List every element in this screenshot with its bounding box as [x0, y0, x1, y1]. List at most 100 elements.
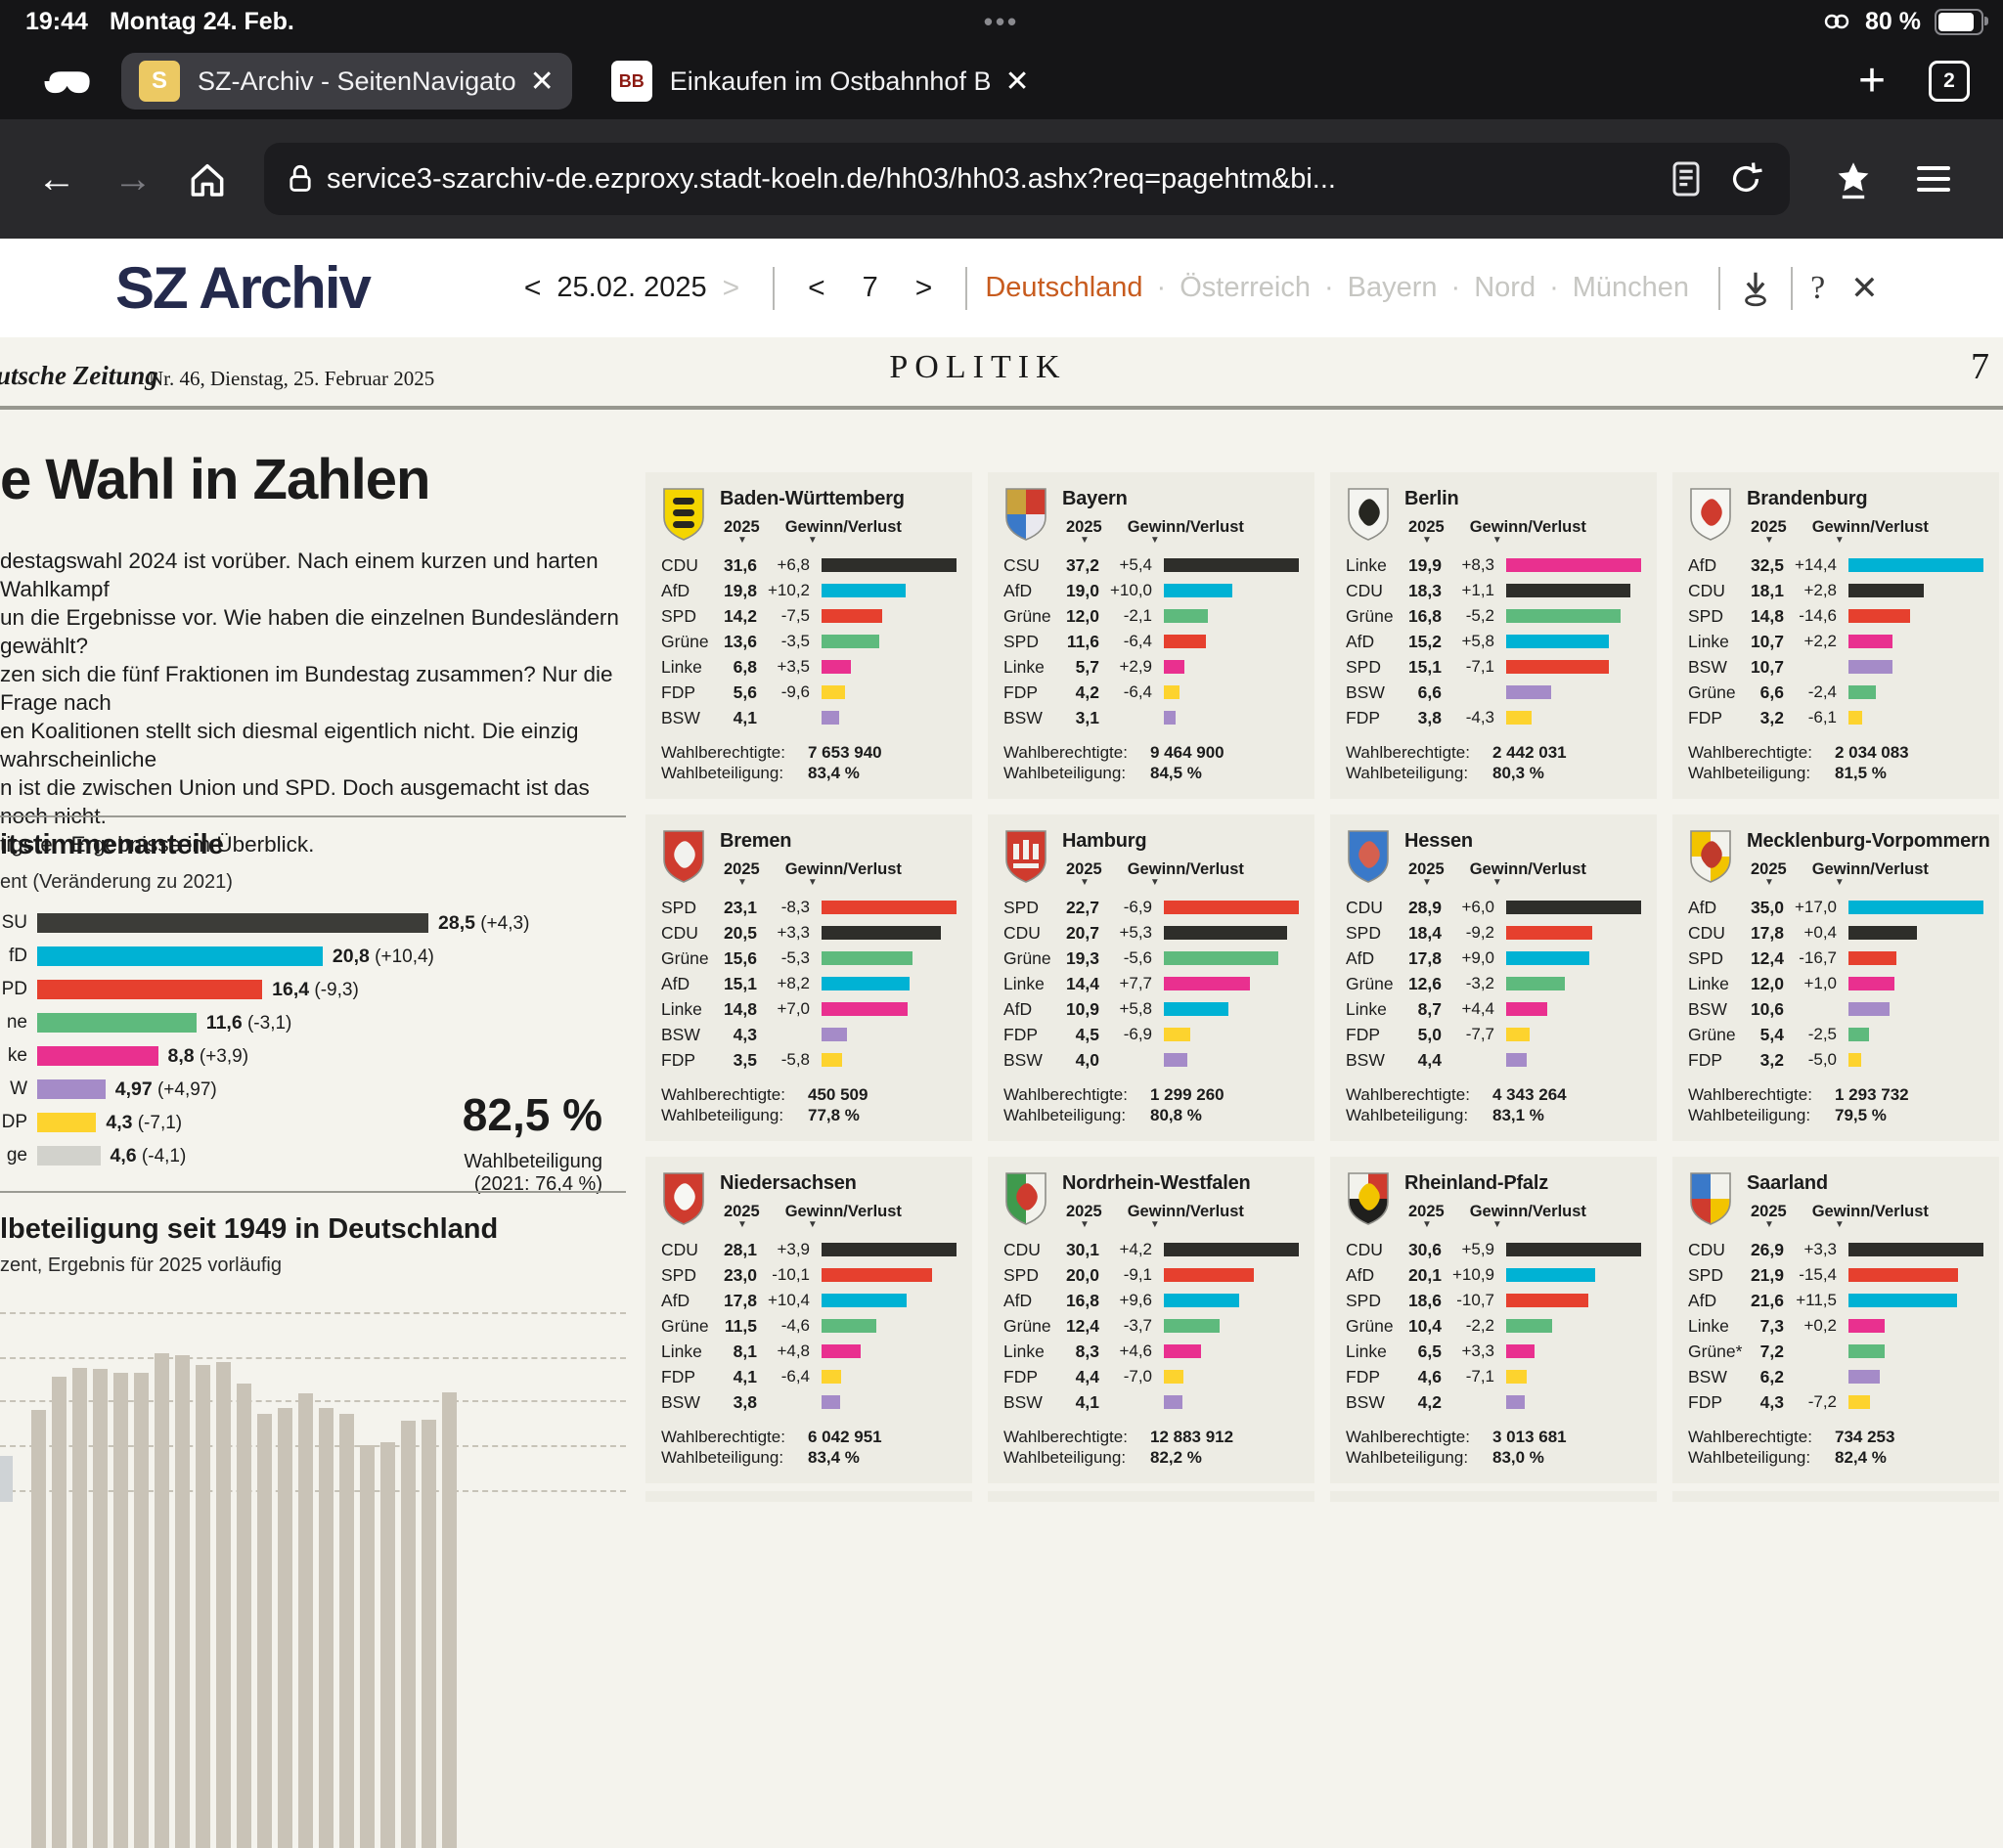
party-bar [822, 660, 851, 674]
caret-down-icon: ▼ [1491, 877, 1502, 888]
edition-oesterreich[interactable]: Österreich [1180, 272, 1311, 303]
next-date-button[interactable]: > [722, 271, 740, 304]
party-row: CDU 18,1 +2,8 [1688, 578, 1983, 603]
edition-muenchen[interactable]: München [1572, 272, 1690, 303]
prev-date-button[interactable]: < [523, 271, 542, 304]
party-bar-track [1506, 951, 1641, 965]
reader-mode-icon[interactable] [1670, 159, 1702, 198]
party-label: BSW [1346, 1391, 1385, 1412]
party-bar [1848, 951, 1896, 965]
state-name: Nordrhein-Westfalen [1062, 1172, 1251, 1194]
party-row: AfD 15,2 +5,8 [1346, 629, 1641, 654]
chart1-bar-value: 28,5 (+4,3) [438, 911, 530, 934]
party-value: 4,2 [1075, 682, 1099, 702]
party-bar [1848, 977, 1895, 990]
menu-icon[interactable] [1917, 166, 1950, 192]
party-bar-track [1848, 1243, 1983, 1256]
chart1-bar-row: DP 4,3 (-7,1) [0, 1106, 626, 1139]
prev-page-button[interactable]: < [808, 271, 825, 304]
tab-count-button[interactable]: 2 [1929, 61, 1970, 102]
coat-of-arms [1688, 828, 1733, 887]
tab-sz-archiv[interactable]: S SZ-Archiv - SeitenNavigato ✕ [121, 53, 572, 110]
state-card-footer: Wahlberechtigte: 734 253 Wahlbeteiligung: 8… [1688, 1427, 1983, 1468]
party-row: BSW 4,3 [661, 1022, 957, 1047]
turnout-value: 77,8 % [808, 1106, 860, 1124]
chart1-annotation: 82,5 % Wahlbeteiligung (2021: 76,4 %) [381, 1088, 602, 1196]
bookmark-star-icon[interactable] [1833, 158, 1874, 199]
party-label: FDP [1688, 707, 1722, 727]
party-bar [1506, 1395, 1525, 1409]
party-value: 16,8 [1407, 605, 1442, 626]
party-bar [1848, 1319, 1886, 1333]
party-bar-track [1164, 1344, 1299, 1358]
url-text[interactable]: service3-szarchiv-de.ezproxy.stadt-koeln… [327, 162, 1336, 195]
party-bar-track [1506, 1028, 1641, 1041]
party-bar-track [1848, 1268, 1983, 1282]
party-value: 19,3 [1065, 947, 1099, 968]
party-change: +4,6 [1119, 1342, 1152, 1360]
party-label: BSW [661, 707, 700, 727]
forward-button[interactable]: → [113, 156, 153, 200]
party-bar-track [1848, 1344, 1983, 1358]
party-bar [1848, 1028, 1870, 1041]
back-button[interactable]: ← [37, 156, 76, 200]
party-row: CDU 20,5 +3,3 [661, 920, 957, 946]
state-name: Brandenburg [1747, 488, 1868, 509]
turnout-value: 83,1 % [1492, 1106, 1544, 1124]
party-row: FDP 5,0 -7,7 [1346, 1022, 1641, 1047]
masthead-brand: utsche Zeitung [0, 361, 158, 390]
party-value: 14,4 [1065, 973, 1099, 993]
private-browsing-mask-icon[interactable] [39, 65, 100, 98]
party-bar-track [1506, 558, 1641, 572]
edition-deutschland[interactable]: Deutschland [985, 272, 1143, 303]
reload-icon[interactable] [1727, 160, 1764, 198]
chart1-bar-value: 20,8 (+10,4) [332, 945, 434, 967]
state-card-brandenburg: Brandenburg 2025 Gewinn/Verlust ▼ ▼ AfD 32,5 +1… [1672, 472, 1999, 799]
close-viewer-button[interactable]: ✕ [1850, 269, 1879, 307]
download-icon[interactable] [1738, 270, 1773, 307]
party-bar-track [822, 1370, 957, 1384]
party-value: 3,5 [733, 1049, 757, 1070]
address-bar[interactable]: service3-szarchiv-de.ezproxy.stadt-koeln… [264, 143, 1790, 215]
help-button[interactable]: ? [1810, 269, 1826, 306]
party-label: Grüne [1003, 947, 1051, 968]
new-tab-button[interactable]: + [1857, 55, 1886, 107]
state-name: Mecklenburg-Vorpommern [1747, 830, 1990, 852]
state-card-hamburg: Hamburg 2025 Gewinn/Verlust ▼ ▼ SPD 22,7 -6,9 CD… [988, 814, 1314, 1141]
turnout-line: Wahlbeteiligung: 84,5 % [1003, 763, 1299, 783]
party-row: FDP 3,2 -6,1 [1688, 705, 1983, 730]
tab-einkaufen-ostbahnhof[interactable]: BB Einkaufen im Ostbahnhof B ✕ [594, 53, 1047, 110]
party-bar [1506, 1053, 1527, 1067]
party-value: 14,8 [1750, 605, 1784, 626]
party-bar [1506, 1370, 1527, 1384]
party-bar-track [1506, 685, 1641, 699]
chart2-gridline [0, 1490, 626, 1492]
party-label: BSW [661, 1024, 700, 1044]
party-bar [822, 1243, 957, 1256]
sort-carets: ▼ ▼ [1404, 1220, 1586, 1230]
electorate-line: Wahlberechtigte: 7 653 940 [661, 742, 957, 763]
party-value: 17,8 [1750, 922, 1784, 943]
party-change: +0,4 [1803, 923, 1837, 942]
more-dots-icon[interactable]: ••• [983, 6, 1020, 36]
turnout-value: 83,4 % [808, 764, 860, 782]
edition-nord[interactable]: Nord [1474, 272, 1536, 303]
column-headers: 2025 Gewinn/Verlust [720, 518, 905, 537]
party-label: SPD [661, 1264, 696, 1285]
close-tab-icon[interactable]: ✕ [1004, 65, 1030, 98]
column-header-2025: 2025 [1066, 860, 1102, 878]
coat-of-arms-berlin [1348, 488, 1389, 541]
party-change: +11,5 [1796, 1291, 1837, 1309]
home-icon[interactable] [186, 159, 229, 198]
edition-bayern[interactable]: Bayern [1347, 272, 1438, 303]
party-label: CDU [1346, 897, 1383, 917]
party-value: 20,5 [723, 922, 757, 943]
party-bar-track [1506, 977, 1641, 990]
next-page-button[interactable]: > [914, 271, 933, 304]
party-row: AfD 19,0 +10,0 [1003, 578, 1299, 603]
party-label: AfD [1003, 998, 1033, 1019]
party-value: 3,2 [1759, 707, 1784, 727]
close-tab-icon[interactable]: ✕ [529, 65, 555, 98]
party-bar-track [1848, 609, 1983, 623]
chart2-bar [442, 1391, 457, 1848]
